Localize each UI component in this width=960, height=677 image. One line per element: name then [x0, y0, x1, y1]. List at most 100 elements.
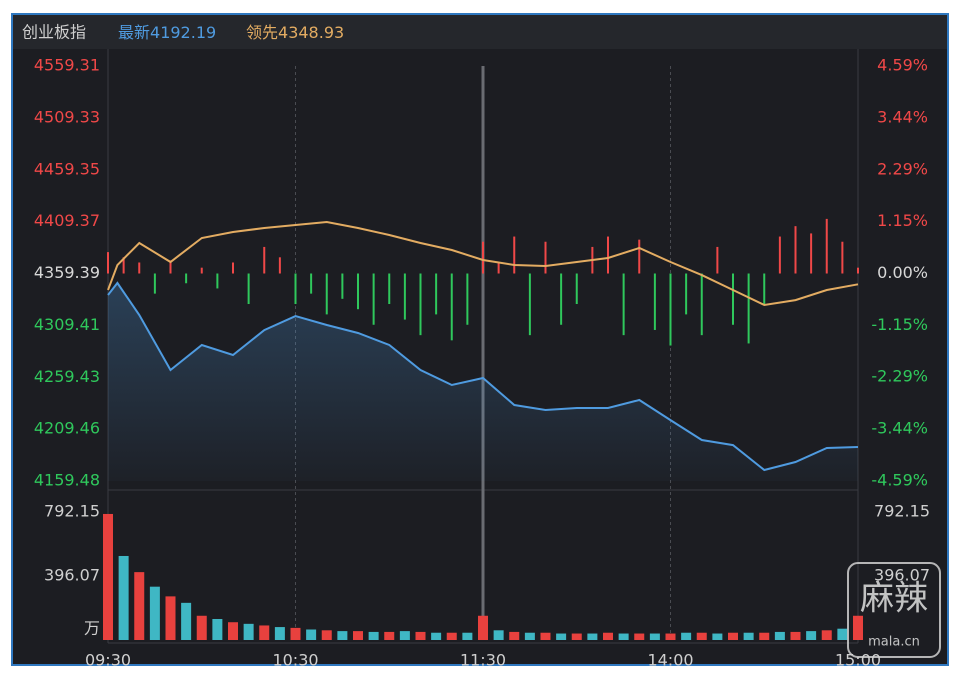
volume-tick-label-right: 396.07 [874, 566, 930, 585]
strength-bar [107, 252, 109, 274]
y-tick-label: 4409.37 [34, 211, 100, 230]
y-tick-label: 4459.35 [34, 159, 100, 178]
lead-label: 领先 [246, 23, 278, 42]
y2-tick-label: 4.59% [877, 56, 928, 75]
volume-bar [118, 555, 129, 640]
strength-bar [232, 262, 234, 274]
panel-frame [11, 13, 949, 666]
y2-tick-label: 3.44% [877, 107, 928, 126]
strength-bar [700, 273, 703, 336]
strength-bar [528, 273, 531, 336]
watermark-site: mala.cn [868, 635, 920, 650]
volume-bar [415, 631, 426, 640]
strength-bar [513, 236, 516, 274]
strength-bar [560, 273, 563, 325]
y-tick-label: 4259.43 [34, 367, 100, 386]
strength-bar [247, 273, 250, 305]
y2-tick-label: 0.00% [877, 263, 928, 282]
y-tick-label: 4159.48 [34, 471, 100, 490]
volume-bar [165, 596, 176, 640]
x-tick-label: 10:30 [272, 651, 318, 670]
volume-bar [493, 630, 504, 640]
volume-bar [181, 602, 192, 640]
strength-bar [200, 267, 203, 274]
volume-bar [431, 632, 442, 640]
volume-bar [228, 622, 238, 640]
volume-bar [696, 632, 707, 640]
lead-value: 4348.93 [278, 23, 344, 42]
volume-bar [853, 615, 863, 640]
strength-bar [357, 273, 359, 310]
volume-tick-label-right: 792.15 [874, 502, 930, 521]
volume-bar [353, 631, 363, 640]
volume-bar [306, 629, 317, 640]
strength-bar [544, 241, 547, 274]
watermark-logo: 麻辣 [860, 579, 928, 619]
series-line [107, 281, 859, 472]
strength-bar [622, 273, 625, 336]
strength-bar [653, 273, 656, 330]
strength-bar [857, 267, 859, 274]
volume-unit: 万 [84, 619, 100, 638]
volume-bar [274, 627, 285, 640]
x-tick-label: 11:30 [460, 651, 506, 670]
strength-bar [810, 233, 813, 274]
volume-bar [743, 632, 754, 640]
y2-tick-label: -3.44% [871, 419, 928, 438]
volume-bar [571, 633, 582, 640]
y2-tick-label: 2.29% [877, 159, 928, 178]
volume-bar [634, 633, 645, 640]
strength-bar [482, 241, 484, 274]
price-area [108, 283, 858, 481]
strength-bar [825, 218, 828, 274]
y-tick-label: 4509.33 [34, 107, 100, 126]
volume-bar [587, 633, 598, 640]
strength-bar [685, 273, 688, 315]
x-tick-label: 15:00 [835, 651, 881, 670]
volume-bar [134, 572, 145, 640]
volume-bar [462, 632, 473, 640]
strength-bar [341, 273, 344, 299]
strength-bar [372, 273, 375, 325]
volume-bar [368, 631, 379, 640]
y-tick-label: 4309.41 [34, 315, 100, 334]
latest-label: 最新 [118, 23, 150, 42]
volume-bar [290, 627, 301, 640]
strength-bar [794, 226, 797, 274]
strength-bar [216, 273, 219, 289]
latest-value: 4192.19 [150, 23, 216, 42]
strength-bar [435, 273, 438, 315]
y2-tick-label: -4.59% [871, 471, 928, 490]
volume-bar [540, 632, 551, 640]
strength-bar [466, 273, 469, 325]
x-tick-label: 14:00 [647, 651, 693, 670]
y-tick-label: 4359.39 [34, 263, 100, 282]
volume-bar [196, 615, 207, 640]
strength-bar [497, 262, 500, 274]
y-tick-label: 4559.31 [34, 56, 100, 75]
volume-bar [399, 631, 410, 640]
volume-bar [259, 625, 270, 640]
volume-bar [603, 632, 613, 640]
strength-bar [169, 260, 172, 274]
strength-bar [419, 273, 422, 336]
volume-bar [446, 632, 457, 640]
strength-bar [310, 273, 313, 294]
volume-bar [243, 623, 254, 640]
y2-tick-label: 1.15% [877, 211, 928, 230]
strength-bar [153, 273, 156, 294]
x-tick-label: 09:30 [85, 651, 131, 670]
volume-bar [478, 615, 488, 640]
y2-tick-label: -1.15% [871, 315, 928, 334]
volume-bar [556, 633, 567, 640]
strength-bar [294, 273, 297, 305]
strength-bar [638, 239, 641, 274]
strength-bar [185, 273, 188, 284]
volume-bar [649, 633, 660, 640]
volume-tick-label: 792.15 [44, 502, 100, 521]
strength-bar [388, 273, 391, 305]
volume-bar [728, 632, 738, 640]
y2-tick-label: -2.29% [871, 367, 928, 386]
